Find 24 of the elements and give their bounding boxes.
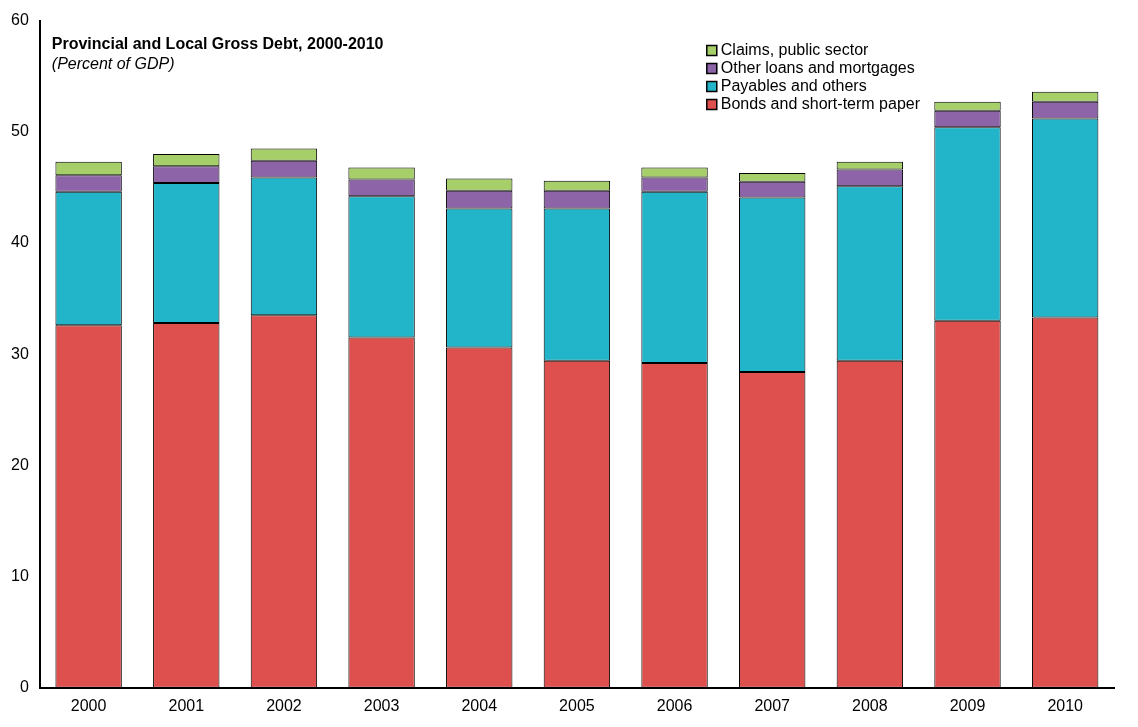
y-tick-label: 0 <box>19 678 29 696</box>
x-tick-label: 2005 <box>559 696 595 714</box>
text: Provincial and Local Gross Debt, 2000-2010 <box>51 35 384 53</box>
y-tick-label: 50 <box>11 122 29 140</box>
x-tick-label: 2007 <box>754 696 791 714</box>
y-tick-label: 60 <box>11 11 29 29</box>
x-tick-label: 2008 <box>852 696 888 714</box>
x-tick-label: 2006 <box>656 696 693 714</box>
x-tick-label: 2010 <box>1047 696 1084 714</box>
legend-label: Other loans and mortgages <box>720 59 915 77</box>
legend-label: Payables and others <box>720 77 867 95</box>
x-tick-label: 2001 <box>168 696 205 714</box>
x-tick-label: 2009 <box>949 696 986 714</box>
x-tick-label: 2002 <box>266 696 302 714</box>
y-tick-label: 40 <box>11 233 29 251</box>
y-tick-label: 30 <box>11 344 29 362</box>
y-tick-label: 20 <box>11 455 29 473</box>
x-tick-label: 2003 <box>363 696 400 714</box>
legend-label: Bonds and short-term paper <box>720 95 921 113</box>
legend-label: Claims, public sector <box>720 41 870 59</box>
x-tick-label: 2004 <box>461 696 498 714</box>
y-tick-label: 10 <box>11 567 29 585</box>
x-tick-label: 2000 <box>70 696 107 714</box>
text: (Percent of GDP) <box>51 55 175 73</box>
